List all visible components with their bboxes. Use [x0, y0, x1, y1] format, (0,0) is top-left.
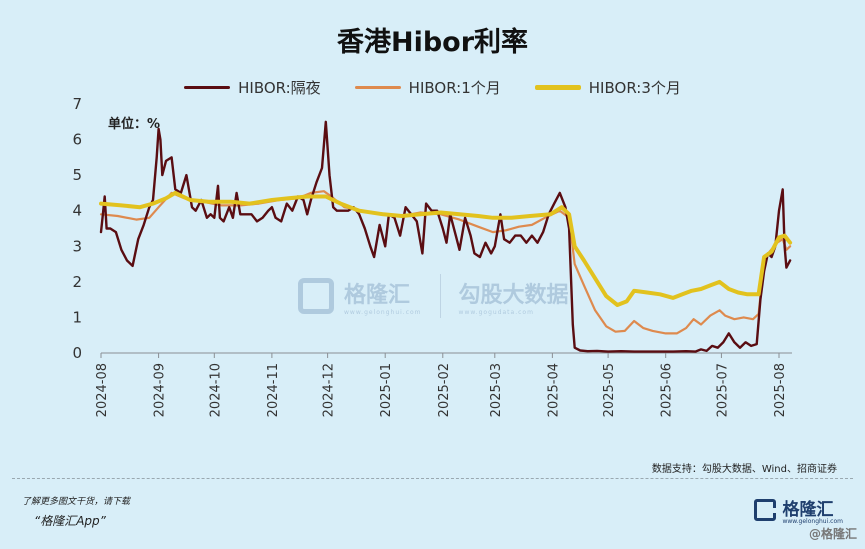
- y-tick-label: 2: [72, 273, 82, 291]
- chart-axes: 0 1 2 3 4 5 6 7 2024-08 2024-09 2024-10 2024-11 2024…: [72, 95, 792, 417]
- legend-item-three-month: HIBOR:3个月: [534, 77, 681, 98]
- data-source: 数据支持：勾股大数据、Wind、招商证券: [651, 464, 837, 475]
- footer-logo-url: www.gelonghui.com: [782, 518, 843, 525]
- legend-swatch-overnight: [184, 86, 231, 89]
- watermark-brand-url: www.gelonghui.com: [344, 308, 422, 316]
- x-tick-label: 2024-10: [208, 363, 223, 417]
- footer-logo-text: 格隆汇: [782, 500, 834, 520]
- footer-divider: [12, 478, 853, 479]
- x-tick-label: 2024-11: [266, 363, 281, 417]
- y-tick-label: 4: [72, 202, 82, 220]
- x-tick-label: 2024-09: [153, 363, 168, 417]
- chart-legend: HIBOR:隔夜 HIBOR:1个月 HIBOR:3个月: [0, 77, 865, 98]
- x-tick-label: 2024-12: [322, 363, 337, 417]
- y-tick-label: 0: [72, 344, 82, 362]
- x-tick-label: 2025-01: [379, 363, 394, 417]
- chart-series-layer: [99, 120, 793, 353]
- legend-item-one-month: HIBOR:1个月: [354, 77, 501, 98]
- x-tick-label: 2025-08: [773, 363, 788, 417]
- watermark-divider: [439, 274, 441, 318]
- x-tick-label: 2025-06: [660, 363, 675, 417]
- y-tick-label: 1: [72, 308, 82, 326]
- footer-logo-textblock: 格隆汇 www.gelonghui.com: [782, 495, 843, 525]
- x-tick-label: 2025-05: [602, 363, 617, 417]
- legend-item-overnight: HIBOR:隔夜: [184, 77, 321, 98]
- legend-label-overnight: HIBOR:隔夜: [238, 79, 321, 97]
- watermark-partner-url: www.gogudata.com: [458, 308, 534, 316]
- watermark: 格隆汇 www.gelonghui.com 勾股大数据 www.gogudata…: [298, 274, 569, 318]
- footer-watermark: @格隆汇: [808, 527, 857, 541]
- watermark-brand-text: 格隆汇: [344, 282, 411, 308]
- series-line-overnight: [99, 120, 792, 353]
- y-tick-label: 5: [72, 166, 82, 184]
- watermark-logo-icon: [298, 278, 334, 314]
- promo-text: 了解更多图文干货，请下载: [22, 497, 131, 507]
- x-tick-label: 2025-04: [546, 363, 561, 417]
- legend-swatch-one-month: [354, 86, 401, 89]
- y-tick-label: 6: [72, 131, 82, 149]
- chart-title: 香港Hibor利率: [336, 27, 529, 58]
- x-tick-label: 2025-07: [715, 363, 730, 417]
- legend-label-three-month: HIBOR:3个月: [588, 79, 681, 97]
- y-tick-label: 3: [72, 237, 82, 255]
- watermark-brand: 格隆汇 www.gelonghui.com: [344, 277, 422, 316]
- promo-app-name: “格隆汇App”: [34, 514, 106, 528]
- x-tick-label: 2024-08: [95, 363, 110, 417]
- footer-logo: 格隆汇 www.gelonghui.com: [754, 495, 843, 525]
- gelonghui-logo-icon: [754, 499, 777, 521]
- legend-label-one-month: HIBOR:1个月: [408, 79, 501, 97]
- x-tick-label: 2025-02: [437, 363, 452, 417]
- y-tick-label: 7: [72, 95, 82, 113]
- series-line-three-month: [99, 190, 793, 307]
- watermark-partner: 勾股大数据 www.gogudata.com: [459, 277, 569, 316]
- legend-swatch-three-month: [534, 85, 581, 90]
- watermark-partner-text: 勾股大数据: [458, 282, 569, 308]
- unit-label: 单位：%: [108, 117, 161, 132]
- x-tick-label: 2025-03: [489, 363, 504, 417]
